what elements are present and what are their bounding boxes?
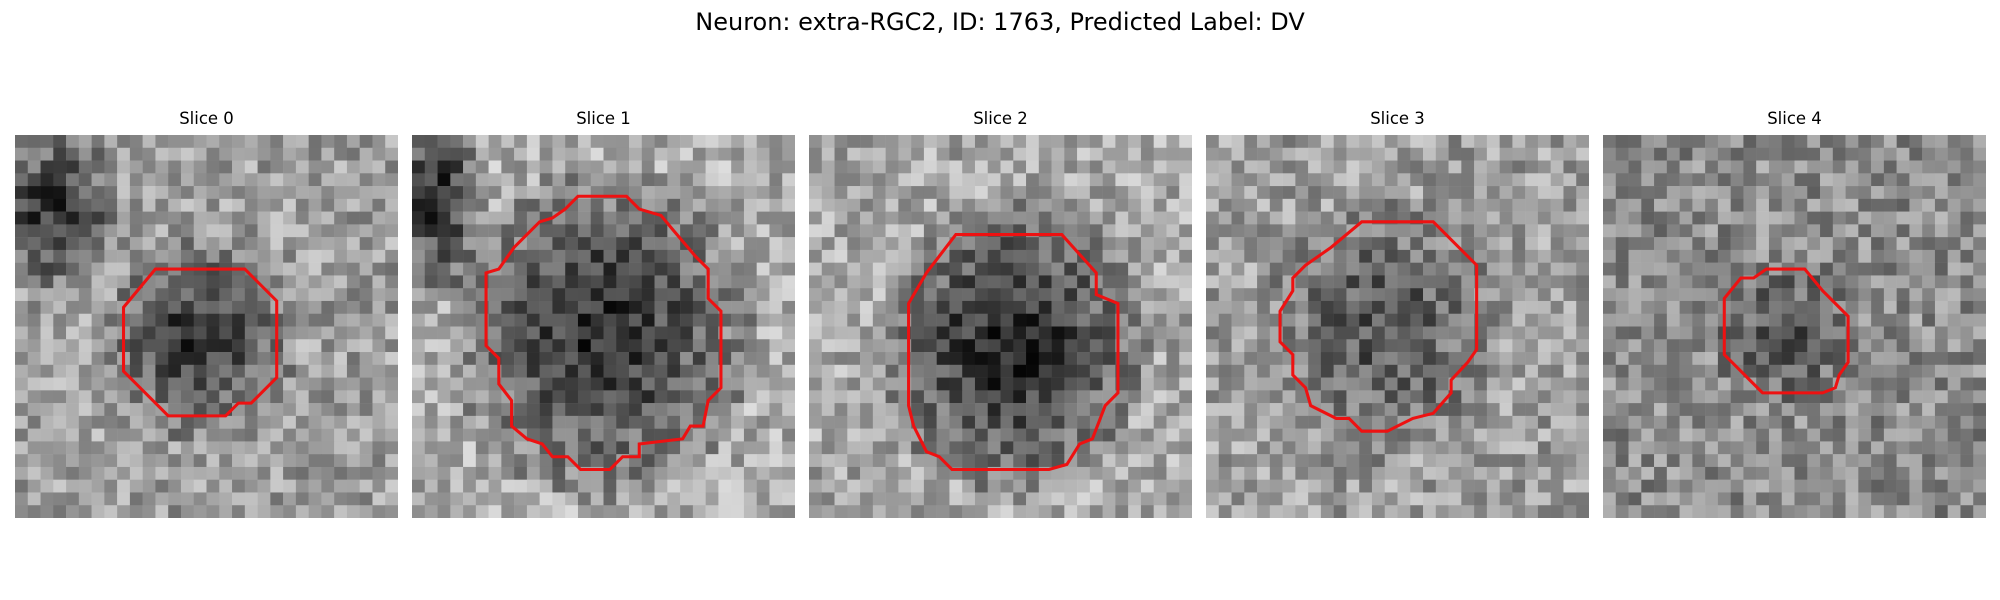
- grayscale-pixels: [1206, 135, 1589, 518]
- roi-contour: [484, 194, 723, 472]
- slice-panel: Slice 3: [1206, 108, 1589, 518]
- slice-image: [15, 135, 398, 518]
- roi-contour: [907, 233, 1120, 472]
- slice-title: Slice 4: [1767, 109, 1822, 128]
- roi-contour: [1722, 267, 1850, 395]
- roi-contour: [1278, 220, 1479, 433]
- grayscale-pixels: [1603, 135, 1986, 518]
- slice-panel: Slice 1: [412, 108, 795, 518]
- grayscale-pixels: [15, 135, 398, 518]
- slice-title: Slice 3: [1370, 109, 1425, 128]
- figure-title: Neuron: extra-RGC2, ID: 1763, Predicted …: [695, 8, 1305, 36]
- slice-image: [412, 135, 795, 518]
- slice-image: [809, 135, 1192, 518]
- slice-image: [1603, 135, 1986, 518]
- slice-image: [1206, 135, 1589, 518]
- roi-contour: [121, 267, 279, 418]
- grayscale-pixels: [809, 135, 1192, 518]
- slice-title: Slice 1: [576, 109, 631, 128]
- grayscale-pixels: [412, 135, 795, 518]
- slice-title: Slice 2: [973, 109, 1028, 128]
- slice-title: Slice 0: [179, 109, 234, 128]
- slice-panel: Slice 4: [1603, 108, 1986, 518]
- slice-panel: Slice 2: [809, 108, 1192, 518]
- slice-panel: Slice 0: [15, 108, 398, 518]
